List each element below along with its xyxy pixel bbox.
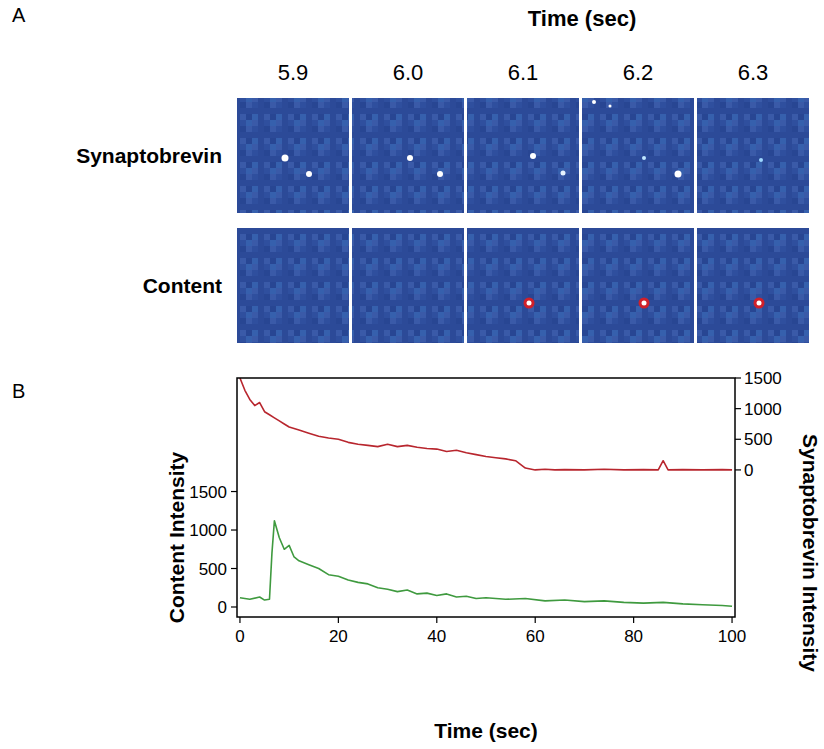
y-axis-title: Content Intensity bbox=[165, 451, 188, 623]
spot bbox=[642, 301, 647, 306]
spot bbox=[527, 301, 532, 306]
spot bbox=[561, 171, 566, 176]
x-tick-label: 40 bbox=[427, 627, 446, 646]
spot bbox=[437, 171, 443, 177]
image-frame bbox=[582, 98, 694, 213]
spot bbox=[759, 158, 763, 162]
x-tick bbox=[535, 617, 536, 623]
image-frame bbox=[352, 98, 464, 213]
spot-halo bbox=[754, 298, 765, 309]
x-tick bbox=[436, 617, 437, 623]
plot-frame bbox=[237, 378, 735, 617]
image-frame bbox=[697, 98, 809, 213]
y-tick bbox=[231, 568, 237, 569]
x-tick-label: 20 bbox=[329, 627, 348, 646]
time-label: 6.2 bbox=[623, 60, 654, 85]
y2-axis-title: Synaptobrevin Intensity bbox=[799, 434, 822, 672]
time-label: 6.3 bbox=[738, 60, 769, 85]
time-label: 6.1 bbox=[508, 60, 539, 85]
x-tick-label: 100 bbox=[718, 627, 746, 646]
image-frame bbox=[697, 228, 809, 343]
y-tick-label: 0 bbox=[218, 598, 227, 617]
x-tick bbox=[338, 617, 339, 623]
spot bbox=[282, 155, 289, 162]
spot bbox=[675, 171, 682, 178]
image-frame bbox=[467, 98, 579, 213]
y-tick-label: 1500 bbox=[189, 483, 227, 502]
panel-title: Time (sec) bbox=[528, 6, 636, 31]
x-tick bbox=[633, 617, 634, 623]
spot bbox=[757, 301, 762, 306]
image-frame bbox=[582, 228, 694, 343]
spot-halo bbox=[524, 298, 535, 309]
y-tick-label: 500 bbox=[199, 560, 227, 579]
panel-label: B bbox=[12, 380, 25, 402]
x-tick-label: 0 bbox=[235, 627, 244, 646]
spot bbox=[642, 156, 646, 160]
y2-tick bbox=[735, 408, 741, 409]
y2-tick bbox=[735, 439, 741, 440]
series-line bbox=[240, 378, 732, 470]
x-tick bbox=[731, 617, 732, 623]
x-tick-label: 60 bbox=[526, 627, 545, 646]
y2-tick bbox=[735, 377, 741, 378]
image-frame bbox=[237, 228, 349, 343]
image-frame bbox=[467, 228, 579, 343]
spot bbox=[530, 153, 536, 159]
y2-tick-label: 500 bbox=[744, 430, 772, 449]
time-label: 5.9 bbox=[278, 60, 309, 85]
row-label: Synaptobrevin bbox=[76, 144, 222, 167]
spot-halo bbox=[639, 298, 650, 309]
y-tick bbox=[231, 529, 237, 530]
panel-label: A bbox=[12, 4, 26, 26]
spot bbox=[407, 155, 413, 161]
row-label: Content bbox=[143, 274, 222, 297]
x-tick-label: 80 bbox=[624, 627, 643, 646]
image-frame bbox=[352, 228, 464, 343]
y2-tick-label: 1000 bbox=[744, 400, 782, 419]
series-line bbox=[240, 521, 732, 606]
y-tick bbox=[231, 491, 237, 492]
spot bbox=[609, 105, 612, 108]
time-label: 6.0 bbox=[393, 60, 424, 85]
spot bbox=[592, 100, 596, 104]
plot-lines bbox=[240, 378, 732, 606]
figure: A Time (sec) 5.9 6.0 6.1 6.2 6.3 Synaptobrevin C… bbox=[0, 0, 824, 749]
y-tick bbox=[231, 606, 237, 607]
y-tick-label: 1000 bbox=[189, 521, 227, 540]
x-axis-title: Time (sec) bbox=[434, 719, 538, 742]
y2-tick-label: 1500 bbox=[744, 369, 782, 388]
image-frame bbox=[237, 98, 349, 213]
spot bbox=[306, 171, 312, 177]
y2-tick bbox=[735, 469, 741, 470]
x-tick bbox=[239, 617, 240, 623]
y2-tick-label: 0 bbox=[744, 461, 753, 480]
